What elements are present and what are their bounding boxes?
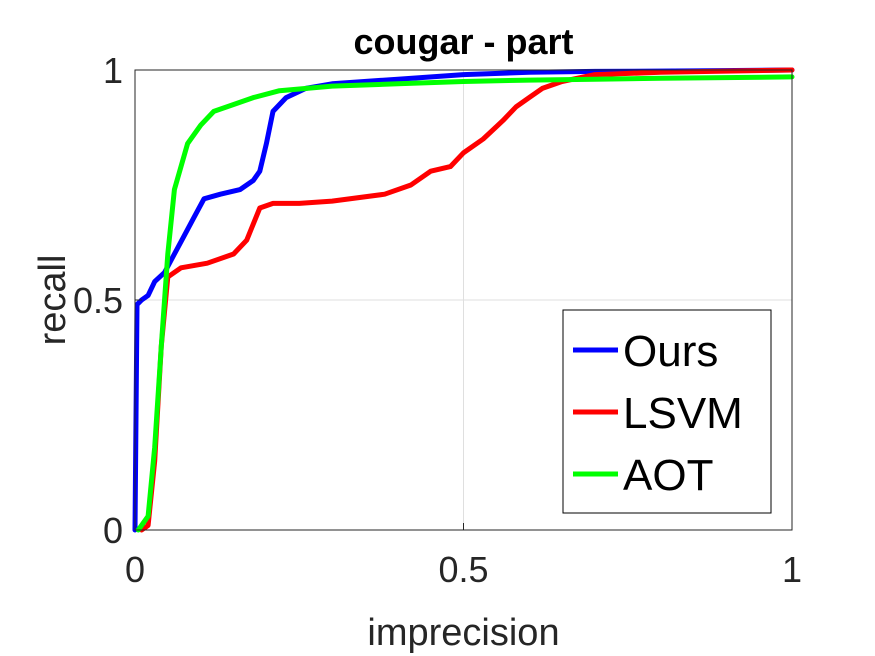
y-tick-label: 0.5 [73, 280, 123, 321]
y-tick-label: 1 [103, 50, 123, 91]
series-line-aot [135, 74, 795, 533]
x-tick-label: 0 [125, 549, 145, 590]
legend-label-ours: Ours [623, 327, 718, 376]
x-axis-label: imprecision [367, 612, 559, 654]
y-tick-label: 0 [103, 510, 123, 551]
series-line-lsvm [139, 67, 795, 533]
chart-title: cougar - part [353, 21, 573, 62]
legend-label-lsvm: LSVM [623, 389, 743, 438]
y-axis-label: recall [32, 255, 74, 346]
series-lines [132, 67, 795, 533]
x-tick-label: 0.5 [438, 549, 488, 590]
x-tick-label: 1 [782, 549, 802, 590]
legend-label-aot: AOT [623, 451, 713, 500]
ticks: 0 0.5 1 0 0.5 1 [73, 50, 802, 590]
legend: Ours LSVM AOT [562, 309, 772, 514]
series-line-ours [132, 67, 795, 533]
